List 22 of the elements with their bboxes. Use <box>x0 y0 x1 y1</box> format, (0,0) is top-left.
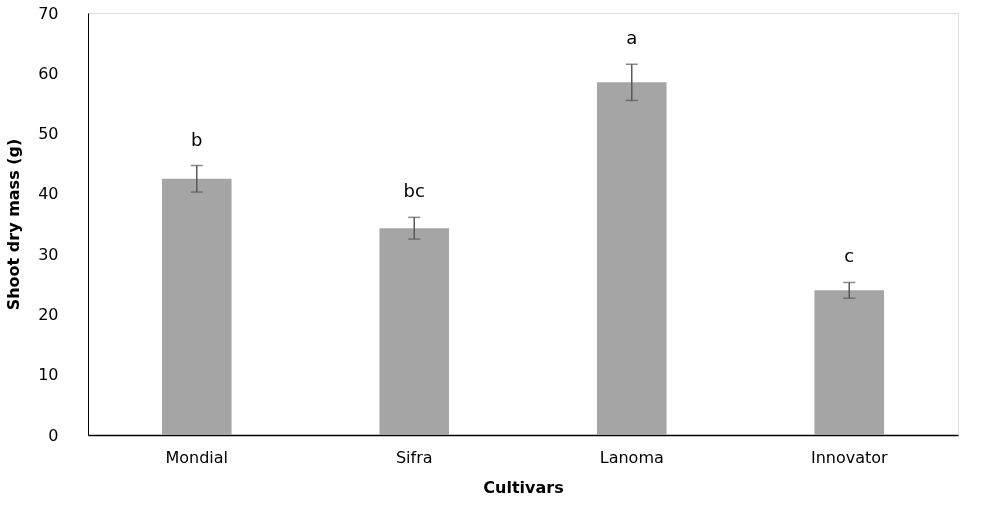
y-tick-label: 30 <box>38 244 59 264</box>
y-tick-label: 60 <box>38 63 59 83</box>
bar <box>379 228 450 435</box>
y-axis-title: Shoot dry mass (g) <box>4 138 24 311</box>
x-tick-label: Innovator <box>810 447 889 467</box>
y-tick-label: 0 <box>48 425 59 445</box>
x-tick-label: Mondial <box>165 447 229 467</box>
annotation: b <box>191 128 203 150</box>
y-tick-label: 70 <box>38 3 59 23</box>
y-tick-label: 20 <box>38 304 59 324</box>
bar <box>161 178 232 435</box>
y-tick-label: 10 <box>38 365 59 385</box>
annotation: a <box>626 27 638 49</box>
y-tick-label: 40 <box>38 184 59 204</box>
y-tick-label: 50 <box>38 124 59 144</box>
x-tick-label: Sifra <box>395 447 433 467</box>
x-axis-title: Cultivars <box>483 477 564 497</box>
bar <box>596 82 667 435</box>
bar <box>814 290 885 435</box>
annotation: bc <box>403 180 425 202</box>
x-tick-label: Lanoma <box>599 447 664 467</box>
annotation: c <box>844 245 855 267</box>
